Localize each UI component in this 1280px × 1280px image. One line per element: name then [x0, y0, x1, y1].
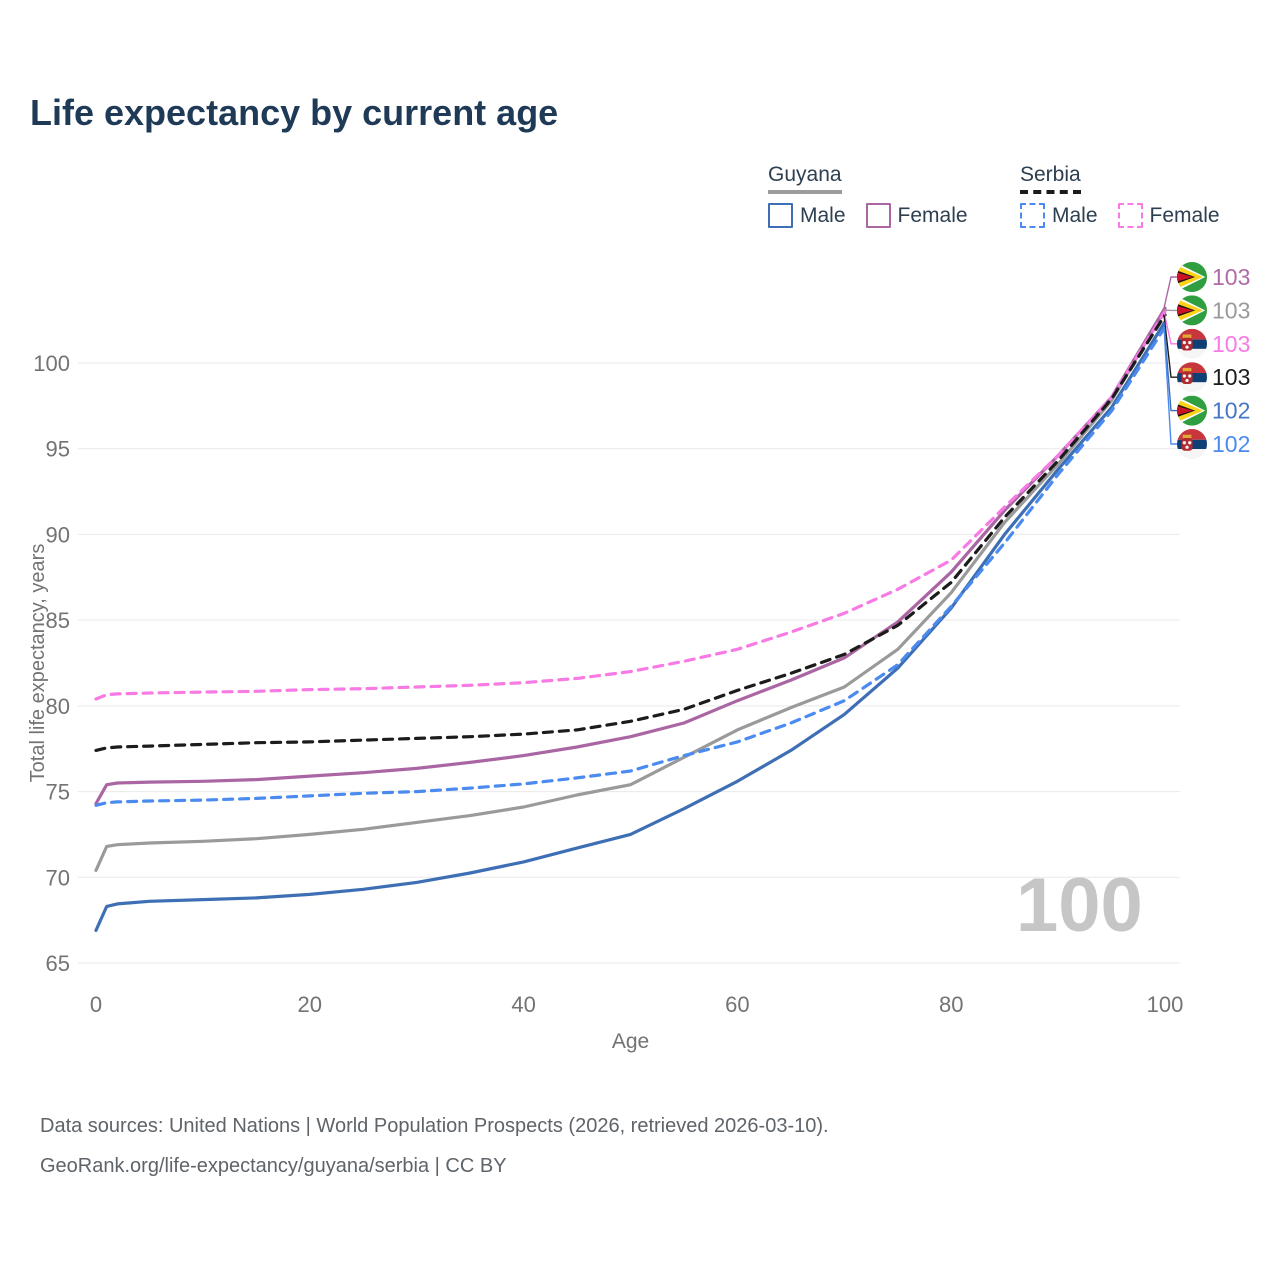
series-line-serbia-all[interactable] — [94, 313, 1167, 753]
series-line-serbia-female[interactable] — [94, 310, 1167, 701]
y-axis-title: Total life expectancy, years — [27, 544, 49, 783]
end-label-guyana-male: 102 — [1212, 398, 1250, 424]
guyana-flag-icon — [1177, 395, 1207, 426]
end-leader-guyana-female — [1163, 276, 1177, 309]
end-leader-guyana-all — [1163, 309, 1177, 312]
legend-country-serbia[interactable]: Serbia — [1020, 163, 1081, 194]
watermark-age-value: 100 — [1016, 863, 1143, 948]
x-tick-label-100: 100 — [1147, 992, 1184, 1017]
legend-country-guyana[interactable]: Guyana — [768, 163, 842, 194]
footer: Data sources: United Nations | World Pop… — [40, 1106, 829, 1186]
footer-attribution-link: GeoRank.org/life-expectancy/guyana/serbi… — [40, 1155, 507, 1177]
serbia-flag-icon — [1177, 328, 1207, 359]
x-tick-label-0: 0 — [90, 992, 102, 1017]
y-tick-label-100: 100 — [33, 351, 70, 376]
end-label-serbia-female: 103 — [1212, 331, 1250, 357]
end-leader-serbia-female — [1163, 311, 1177, 345]
page-title: Life expectancy by current age — [30, 92, 559, 133]
series-line-serbia-male[interactable] — [94, 325, 1167, 807]
end-label-serbia-male: 102 — [1212, 431, 1250, 457]
series-line-guyana-female[interactable] — [94, 306, 1167, 806]
y-tick-label-80: 80 — [46, 694, 70, 719]
legend-swatch-guyana-female[interactable] — [865, 203, 891, 228]
guyana-flag-icon — [1177, 262, 1207, 292]
y-tick-label-75: 75 — [46, 780, 70, 805]
end-label-guyana-female: 103 — [1212, 264, 1250, 290]
y-tick-label-65: 65 — [46, 951, 70, 976]
serbia-flag-icon — [1177, 362, 1207, 393]
y-tick-label-90: 90 — [46, 522, 70, 547]
x-tick-label-80: 80 — [939, 992, 963, 1017]
legend-swatch-serbia-male[interactable] — [1020, 203, 1045, 228]
end-label-guyana-all: 103 — [1212, 297, 1250, 323]
serbia-flag-icon — [1177, 429, 1207, 459]
series-line-guyana-all[interactable] — [94, 308, 1167, 873]
legend-swatch-serbia-female[interactable] — [1117, 203, 1143, 228]
legend-group-guyana: Guyana Male Female — [768, 163, 988, 228]
end-leader-serbia-male — [1163, 326, 1177, 445]
y-tick-label-95: 95 — [46, 437, 70, 462]
y-tick-label-70: 70 — [46, 865, 70, 890]
end-leader-guyana-male — [1163, 321, 1177, 412]
legend-label-serbia-male[interactable]: Male — [1052, 203, 1098, 227]
end-leader-serbia-all — [1163, 314, 1177, 378]
legend-label-guyana-female[interactable]: Female — [897, 203, 968, 227]
legend-swatch-guyana-male[interactable] — [768, 203, 793, 228]
footer-data-sources: Data sources: United Nations | World Pop… — [40, 1115, 829, 1137]
line-chart: 65 70 75 80 85 90 95 100 0 20 40 60 80 100 Age Total li… — [27, 262, 1250, 1053]
x-axis-title: Age — [612, 1030, 649, 1053]
guyana-flag-icon — [1177, 295, 1207, 326]
legend-group-serbia: Serbia Male Female — [1020, 163, 1240, 228]
x-tick-label-20: 20 — [298, 992, 322, 1017]
legend-label-guyana-male[interactable]: Male — [800, 203, 846, 227]
x-tick-label-40: 40 — [511, 992, 535, 1017]
legend-label-serbia-female[interactable]: Female — [1149, 203, 1220, 227]
x-tick-label-60: 60 — [725, 992, 749, 1017]
y-tick-label-85: 85 — [46, 608, 70, 633]
end-label-serbia-all: 103 — [1212, 364, 1250, 390]
